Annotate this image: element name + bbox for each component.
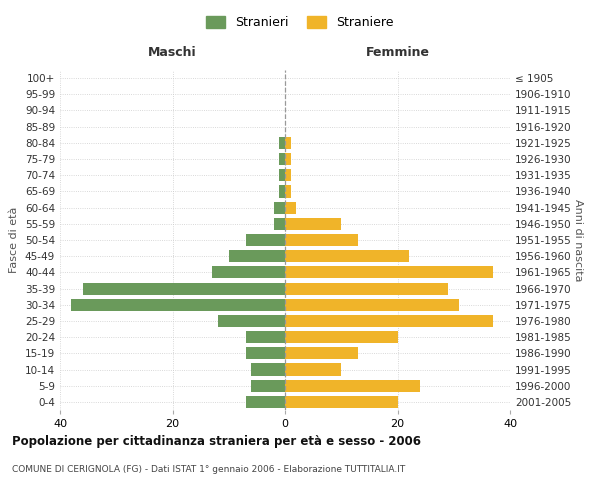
Bar bbox=[285, 186, 290, 198]
Bar bbox=[285, 234, 358, 246]
Bar bbox=[229, 250, 285, 262]
Bar bbox=[274, 218, 285, 230]
Bar bbox=[285, 250, 409, 262]
Bar bbox=[285, 266, 493, 278]
Bar bbox=[285, 202, 296, 213]
Bar bbox=[285, 380, 420, 392]
Bar bbox=[285, 153, 290, 165]
Text: COMUNE DI CERIGNOLA (FG) - Dati ISTAT 1° gennaio 2006 - Elaborazione TUTTITALIA.: COMUNE DI CERIGNOLA (FG) - Dati ISTAT 1°… bbox=[12, 465, 405, 474]
Bar bbox=[280, 169, 285, 181]
Text: Popolazione per cittadinanza straniera per età e sesso - 2006: Popolazione per cittadinanza straniera p… bbox=[12, 435, 421, 448]
Bar bbox=[251, 364, 285, 376]
Bar bbox=[285, 218, 341, 230]
Bar bbox=[245, 348, 285, 360]
Bar bbox=[285, 396, 398, 408]
Y-axis label: Fasce di età: Fasce di età bbox=[10, 207, 19, 273]
Bar bbox=[71, 298, 285, 311]
Bar bbox=[285, 298, 460, 311]
Bar bbox=[251, 380, 285, 392]
Bar bbox=[280, 186, 285, 198]
Bar bbox=[245, 396, 285, 408]
Bar bbox=[285, 364, 341, 376]
Bar bbox=[285, 348, 358, 360]
Bar bbox=[83, 282, 285, 294]
Bar bbox=[285, 315, 493, 327]
Text: Femmine: Femmine bbox=[365, 46, 430, 59]
Bar bbox=[212, 266, 285, 278]
Bar bbox=[285, 331, 398, 343]
Bar bbox=[245, 331, 285, 343]
Legend: Stranieri, Straniere: Stranieri, Straniere bbox=[202, 11, 398, 34]
Text: Maschi: Maschi bbox=[148, 46, 197, 59]
Bar bbox=[218, 315, 285, 327]
Bar bbox=[285, 169, 290, 181]
Bar bbox=[280, 137, 285, 149]
Y-axis label: Anni di nascita: Anni di nascita bbox=[573, 198, 583, 281]
Bar bbox=[285, 282, 448, 294]
Bar bbox=[274, 202, 285, 213]
Bar bbox=[245, 234, 285, 246]
Bar bbox=[280, 153, 285, 165]
Bar bbox=[285, 137, 290, 149]
